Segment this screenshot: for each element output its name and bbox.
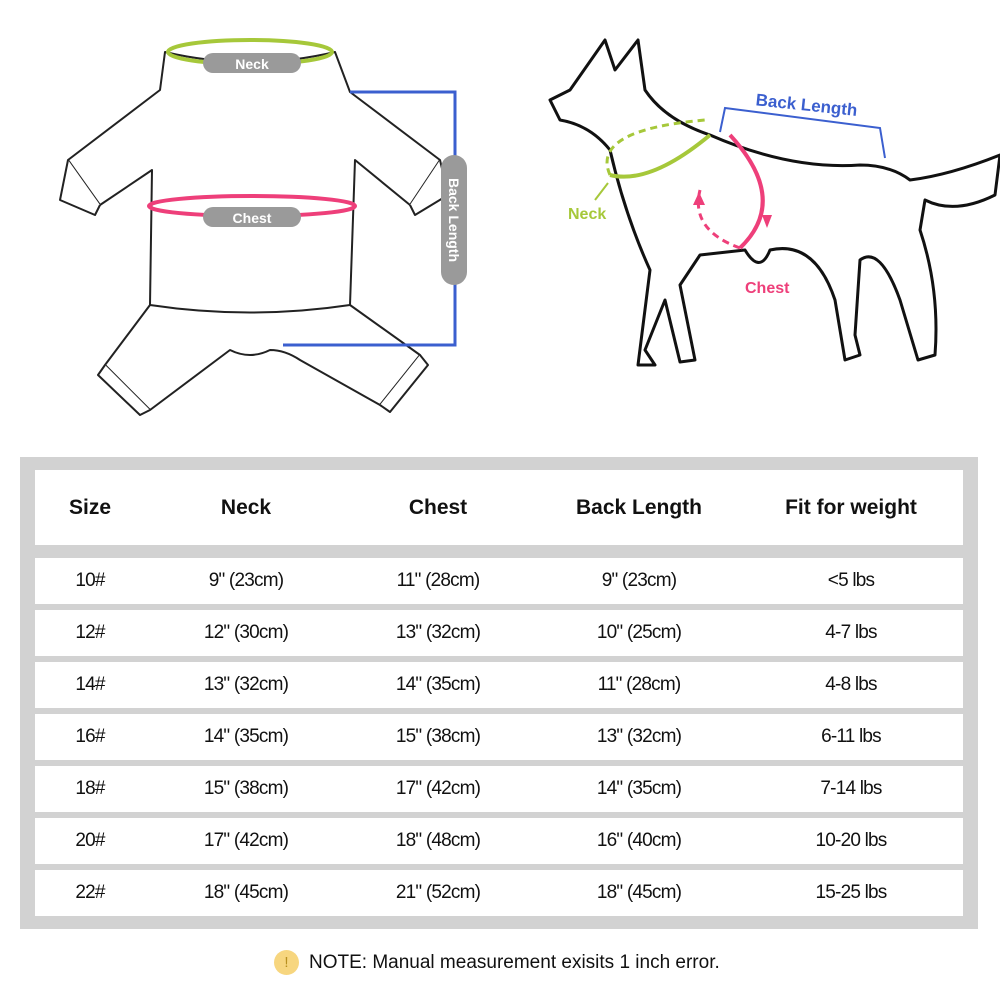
cell-back-length: 13" (32cm): [596, 726, 682, 747]
note: ! NOTE: Manual measurement exisits 1 inc…: [274, 950, 720, 975]
cell-neck: 17" (42cm): [203, 830, 289, 851]
cell-size: 12#: [75, 622, 105, 643]
cell-fit-weight: <5 lbs: [827, 570, 875, 591]
cell-size: 22#: [75, 882, 105, 903]
dog-chest-label: Chest: [745, 280, 790, 297]
garment-neck-label: Neck: [235, 56, 269, 72]
cell-back-length: 10" (25cm): [596, 622, 682, 643]
header-back-length: Back Length: [575, 495, 703, 519]
table-row: 10# 9" (23cm) 11" (28cm) 9" (23cm) <5 lbs: [35, 558, 963, 604]
table-row: 12# 12" (30cm) 13" (32cm) 10" (25cm) 4-7 lbs: [35, 610, 963, 656]
cell-chest: 21" (52cm): [395, 882, 481, 903]
note-text: NOTE: Manual measurement exisits 1 inch …: [309, 951, 720, 973]
table-row: 18# 15" (38cm) 17" (42cm) 14" (35cm) 7-14 lb…: [35, 766, 963, 812]
cell-size: 16#: [75, 726, 105, 747]
cell-back-length: 18" (45cm): [596, 882, 682, 903]
cell-fit-weight: 15-25 lbs: [815, 882, 888, 903]
cell-size: 14#: [75, 674, 105, 695]
cell-chest: 11" (28cm): [396, 570, 481, 591]
table-header: Size Neck Chest Back Length Fit for weig…: [35, 470, 963, 545]
cell-chest: 13" (32cm): [395, 622, 481, 643]
size-table: Size Neck Chest Back Length Fit for weig…: [20, 457, 978, 929]
cell-neck: 14" (35cm): [203, 726, 289, 747]
table-row: 16# 14" (35cm) 15" (38cm) 13" (32cm) 6-11 lb…: [35, 714, 963, 760]
header-size: Size: [68, 495, 112, 519]
cell-chest: 14" (35cm): [395, 674, 481, 695]
dog-neck-label: Neck: [568, 206, 606, 223]
cell-fit-weight: 10-20 lbs: [815, 830, 888, 851]
garment-illustration: Neck Chest Back Length: [59, 38, 467, 416]
cell-back-length: 9" (23cm): [601, 570, 677, 591]
cell-back-length: 16" (40cm): [596, 830, 682, 851]
garment-back-length-label: Back Length: [446, 178, 462, 262]
cell-chest: 17" (42cm): [395, 778, 481, 799]
cell-fit-weight: 4-7 lbs: [825, 622, 877, 643]
cell-neck: 9" (23cm): [208, 570, 284, 591]
dog-illustration: Neck Chest Back Length: [548, 38, 1000, 367]
cell-fit-weight: 4-8 lbs: [825, 674, 877, 695]
garment-chest-label: Chest: [233, 210, 272, 226]
cell-back-length: 14" (35cm): [596, 778, 682, 799]
header-fit-weight: Fit for weight: [785, 495, 917, 519]
cell-back-length: 11" (28cm): [597, 674, 682, 695]
cell-size: 20#: [75, 830, 105, 851]
exclamation-icon: !: [274, 950, 299, 975]
table-row: 22# 18" (45cm) 21" (52cm) 18" (45cm) 15-25 l…: [35, 870, 963, 916]
cell-neck: 15" (38cm): [203, 778, 289, 799]
header-chest: Chest: [408, 495, 468, 519]
header-neck: Neck: [220, 495, 272, 519]
cell-size: 10#: [75, 570, 105, 591]
cell-chest: 15" (38cm): [395, 726, 481, 747]
cell-fit-weight: 6-11 lbs: [821, 726, 882, 747]
cell-chest: 18" (48cm): [395, 830, 481, 851]
table-row: 20# 17" (42cm) 18" (48cm) 16" (40cm) 10-20 l…: [35, 818, 963, 864]
cell-fit-weight: 7-14 lbs: [820, 778, 882, 799]
cell-neck: 12" (30cm): [203, 622, 289, 643]
dog-back-length-label: Back Length: [755, 90, 858, 120]
cell-size: 18#: [75, 778, 105, 799]
cell-neck: 13" (32cm): [203, 674, 289, 695]
table-row: 14# 13" (32cm) 14" (35cm) 11" (28cm) 4-8 lbs: [35, 662, 963, 708]
cell-neck: 18" (45cm): [203, 882, 289, 903]
